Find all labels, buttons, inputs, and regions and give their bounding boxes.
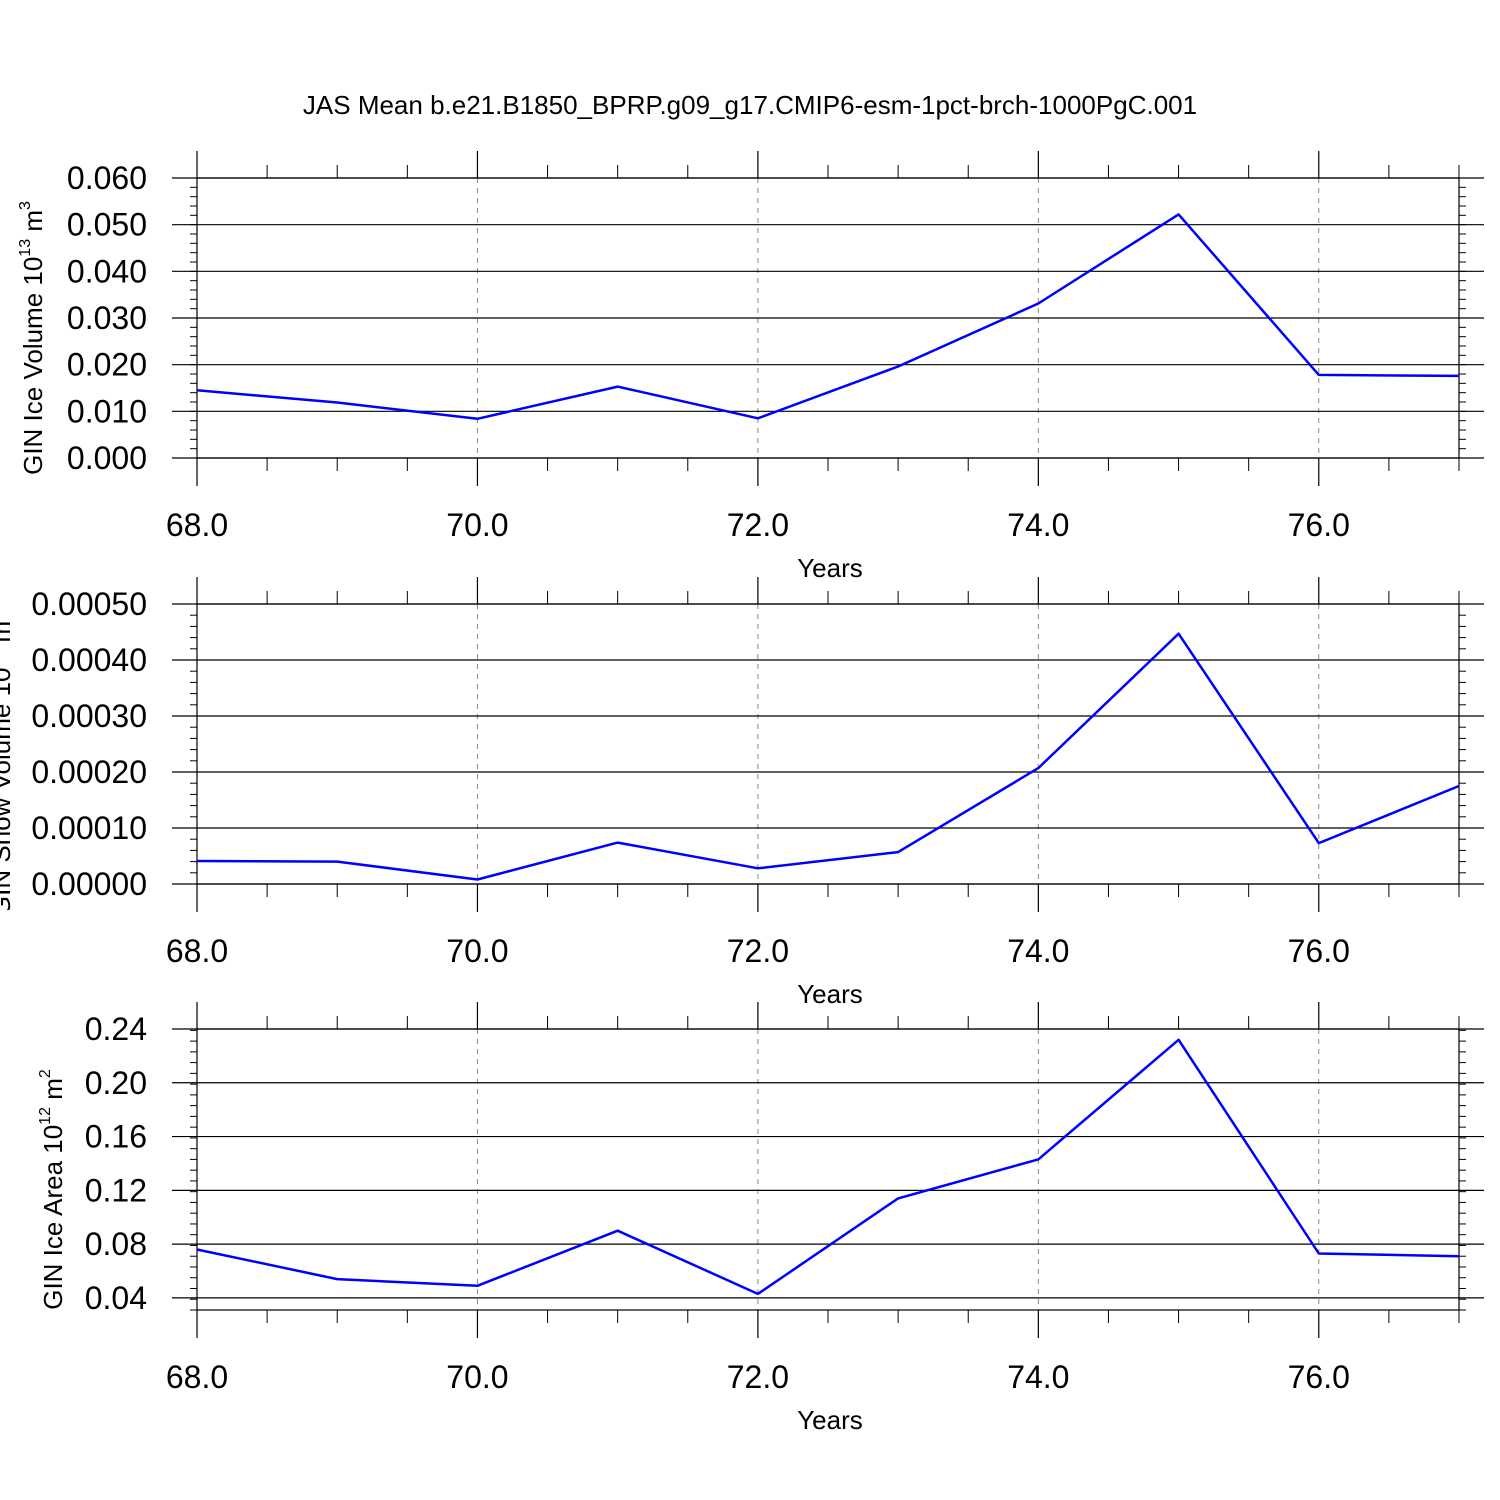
y-tick-label: 0.24 <box>85 1011 147 1047</box>
y-tick-label: 0.08 <box>85 1226 147 1262</box>
x-tick-label: 70.0 <box>446 507 508 543</box>
y-axis-title-unit-exponent: 3 <box>0 612 2 621</box>
y-tick-label: 0.00040 <box>31 642 147 678</box>
plot-frame <box>196 1028 1460 1311</box>
x-tick-label: 76.0 <box>1288 507 1350 543</box>
x-tick-label: 74.0 <box>1007 507 1069 543</box>
series-line <box>196 632 1460 881</box>
y-tick-label: 0.12 <box>85 1172 147 1208</box>
y-axis-title-text: GIN Ice Area 10 <box>38 1125 68 1310</box>
plot-frame <box>196 603 1460 885</box>
y-axis-title-group: GIN Snow Volume 1013 m3 <box>0 612 16 916</box>
y-axis-title-exponent: 12 <box>37 1107 54 1125</box>
y-tick-label: 0.16 <box>85 1119 147 1155</box>
x-axis-title: Years <box>797 979 863 1009</box>
x-tick-label: 68.0 <box>166 1359 228 1395</box>
x-tick-label: 72.0 <box>727 933 789 969</box>
x-tick-label: 76.0 <box>1288 933 1350 969</box>
y-tick-label: 0.030 <box>67 300 147 336</box>
y-tick-label: 0.020 <box>67 347 147 383</box>
y-tick-label: 0.00030 <box>31 698 147 734</box>
x-tick-label: 68.0 <box>166 507 228 543</box>
series-line <box>196 213 1460 421</box>
y-tick-label: 0.00050 <box>31 586 147 622</box>
y-tick-label: 0.20 <box>85 1065 147 1101</box>
y-tick-label: 0.04 <box>85 1280 147 1316</box>
series-line <box>196 1038 1460 1296</box>
x-tick-label: 72.0 <box>727 1359 789 1395</box>
x-tick-label: 74.0 <box>1007 933 1069 969</box>
panel-snow-volume: 0.00000 0.00010 0.00020 0.00030 0.00040 0.000… <box>0 577 1484 1009</box>
y-axis-title-group: GIN Ice Area 1012 m2 <box>37 1069 68 1310</box>
x-tick-label: 70.0 <box>446 933 508 969</box>
y-tick-label: 0.000 <box>67 440 147 476</box>
y-axis-title-group: GIN Ice Volume 1013 m3 <box>17 201 48 475</box>
y-tick-label: 0.050 <box>67 207 147 243</box>
y-tick-label: 0.040 <box>67 253 147 289</box>
y-axis-title: GIN Snow Volume 1013 m3 <box>0 612 16 916</box>
x-axis-title: Years <box>797 553 863 583</box>
y-tick-label: 0.00010 <box>31 810 147 846</box>
y-axis-title-unit: m <box>0 621 16 650</box>
y-axis-title-exponent: 13 <box>0 650 2 668</box>
chart-title: JAS Mean b.e21.B1850_BPRP.g09_g17.CMIP6-… <box>303 90 1197 120</box>
x-axis-title: Years <box>797 1405 863 1435</box>
y-axis-title: GIN Ice Volume 1013 m3 <box>17 201 48 475</box>
y-axis-title-unit-exponent: 3 <box>17 201 34 210</box>
y-axis-title: GIN Ice Area 1012 m2 <box>37 1069 68 1310</box>
panel-ice-area: 0.04 0.08 0.12 0.16 0.20 0.24 68.0 70.0 72.0 74.0… <box>37 1002 1484 1435</box>
y-axis-title-unit-exponent: 2 <box>37 1069 54 1078</box>
x-tick-label: 72.0 <box>727 507 789 543</box>
panel-ice-volume: 0.000 0.010 0.020 0.030 0.040 0.050 0.060 68.0 7… <box>17 151 1484 583</box>
y-tick-label: 0.00000 <box>31 866 147 902</box>
y-tick-label: 0.00020 <box>31 754 147 790</box>
y-axis-title-exponent: 13 <box>17 239 34 257</box>
y-tick-label: 0.010 <box>67 393 147 429</box>
y-axis-title-unit: m <box>38 1078 68 1107</box>
y-tick-label: 0.060 <box>67 160 147 196</box>
y-axis-title-text: GIN Snow Volume 10 <box>0 668 16 917</box>
y-axis-title-unit: m <box>18 210 48 239</box>
x-tick-label: 70.0 <box>446 1359 508 1395</box>
y-axis-title-text: GIN Ice Volume 10 <box>18 257 48 475</box>
x-tick-label: 74.0 <box>1007 1359 1069 1395</box>
x-tick-label: 76.0 <box>1288 1359 1350 1395</box>
x-tick-label: 68.0 <box>166 933 228 969</box>
